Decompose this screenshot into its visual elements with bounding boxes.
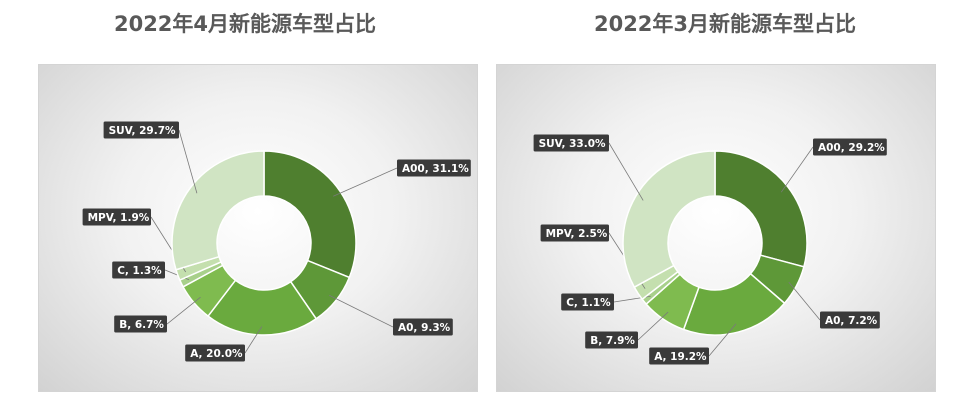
data-label-box-a0	[393, 318, 453, 336]
leader-line-a00	[333, 167, 398, 197]
data-label-box-c	[112, 261, 165, 279]
data-label-box-a00	[813, 138, 887, 156]
data-label-b: B, 7.9%	[590, 335, 635, 347]
data-label-suv: SUV, 29.7%	[109, 125, 176, 137]
data-label-c: C, 1.3%	[117, 265, 162, 277]
data-label-c: C, 1.1%	[566, 297, 611, 309]
leader-line-a0	[328, 294, 394, 328]
data-label-box-a0	[820, 311, 880, 329]
slice-suv	[622, 150, 716, 289]
leader-line-a	[244, 326, 263, 354]
data-label-b: B, 6.7%	[119, 319, 164, 331]
data-label-a: A, 19.2%	[654, 351, 707, 363]
data-label-box-mpv	[540, 224, 609, 242]
chart-title-march: 2022年3月新能源车型占比	[593, 12, 857, 36]
data-label-box-mpv	[82, 208, 151, 226]
data-label-mpv: MPV, 2.5%	[546, 228, 608, 240]
leader-line-a0	[788, 281, 821, 321]
slice-suv	[171, 150, 265, 271]
donut-chart-march: A00, 29.2% A0, 7.2% A, 19.2% B, 7.9% C, 1.1%…	[533, 134, 887, 365]
leader-line-b	[166, 296, 201, 325]
data-label-box-b	[585, 331, 638, 349]
leader-line-a00	[780, 146, 814, 193]
data-label-a00: A00, 31.1%	[402, 163, 469, 175]
data-label-a0: A0, 9.3%	[398, 322, 451, 334]
slice-a00	[263, 150, 357, 279]
chart-title-april: 2022年4月新能源车型占比	[113, 12, 377, 36]
data-label-box-suv	[103, 121, 179, 139]
leader-line-suv	[608, 142, 644, 201]
data-label-a0: A0, 7.2%	[825, 315, 878, 327]
data-label-a00: A00, 29.2%	[818, 142, 885, 154]
chart-panel-march: A00, 29.2% A0, 7.2% A, 19.2% B, 7.9% C, 1.1%…	[496, 64, 936, 392]
donut-chart-april: A00, 31.1% A0, 9.3% A, 20.0% B, 6.7% C, 1.3%…	[82, 121, 471, 362]
chart-panel-april: A00, 31.1% A0, 9.3% A, 20.0% B, 6.7% C, 1.3%…	[38, 64, 478, 392]
leader-line-b	[637, 311, 669, 341]
data-label-box-suv	[533, 134, 609, 152]
data-label-a: A, 20.0%	[190, 348, 243, 360]
data-label-mpv: MPV, 1.9%	[88, 212, 150, 224]
data-label-box-b	[114, 315, 167, 333]
data-label-box-a00	[397, 159, 471, 177]
data-label-box-a	[185, 344, 245, 362]
slice-a00	[714, 150, 808, 268]
data-label-box-a	[649, 347, 709, 365]
data-label-box-c	[561, 293, 614, 311]
leader-line-suv	[178, 129, 198, 194]
leader-line-a	[708, 323, 737, 357]
data-label-suv: SUV, 33.0%	[539, 138, 606, 150]
